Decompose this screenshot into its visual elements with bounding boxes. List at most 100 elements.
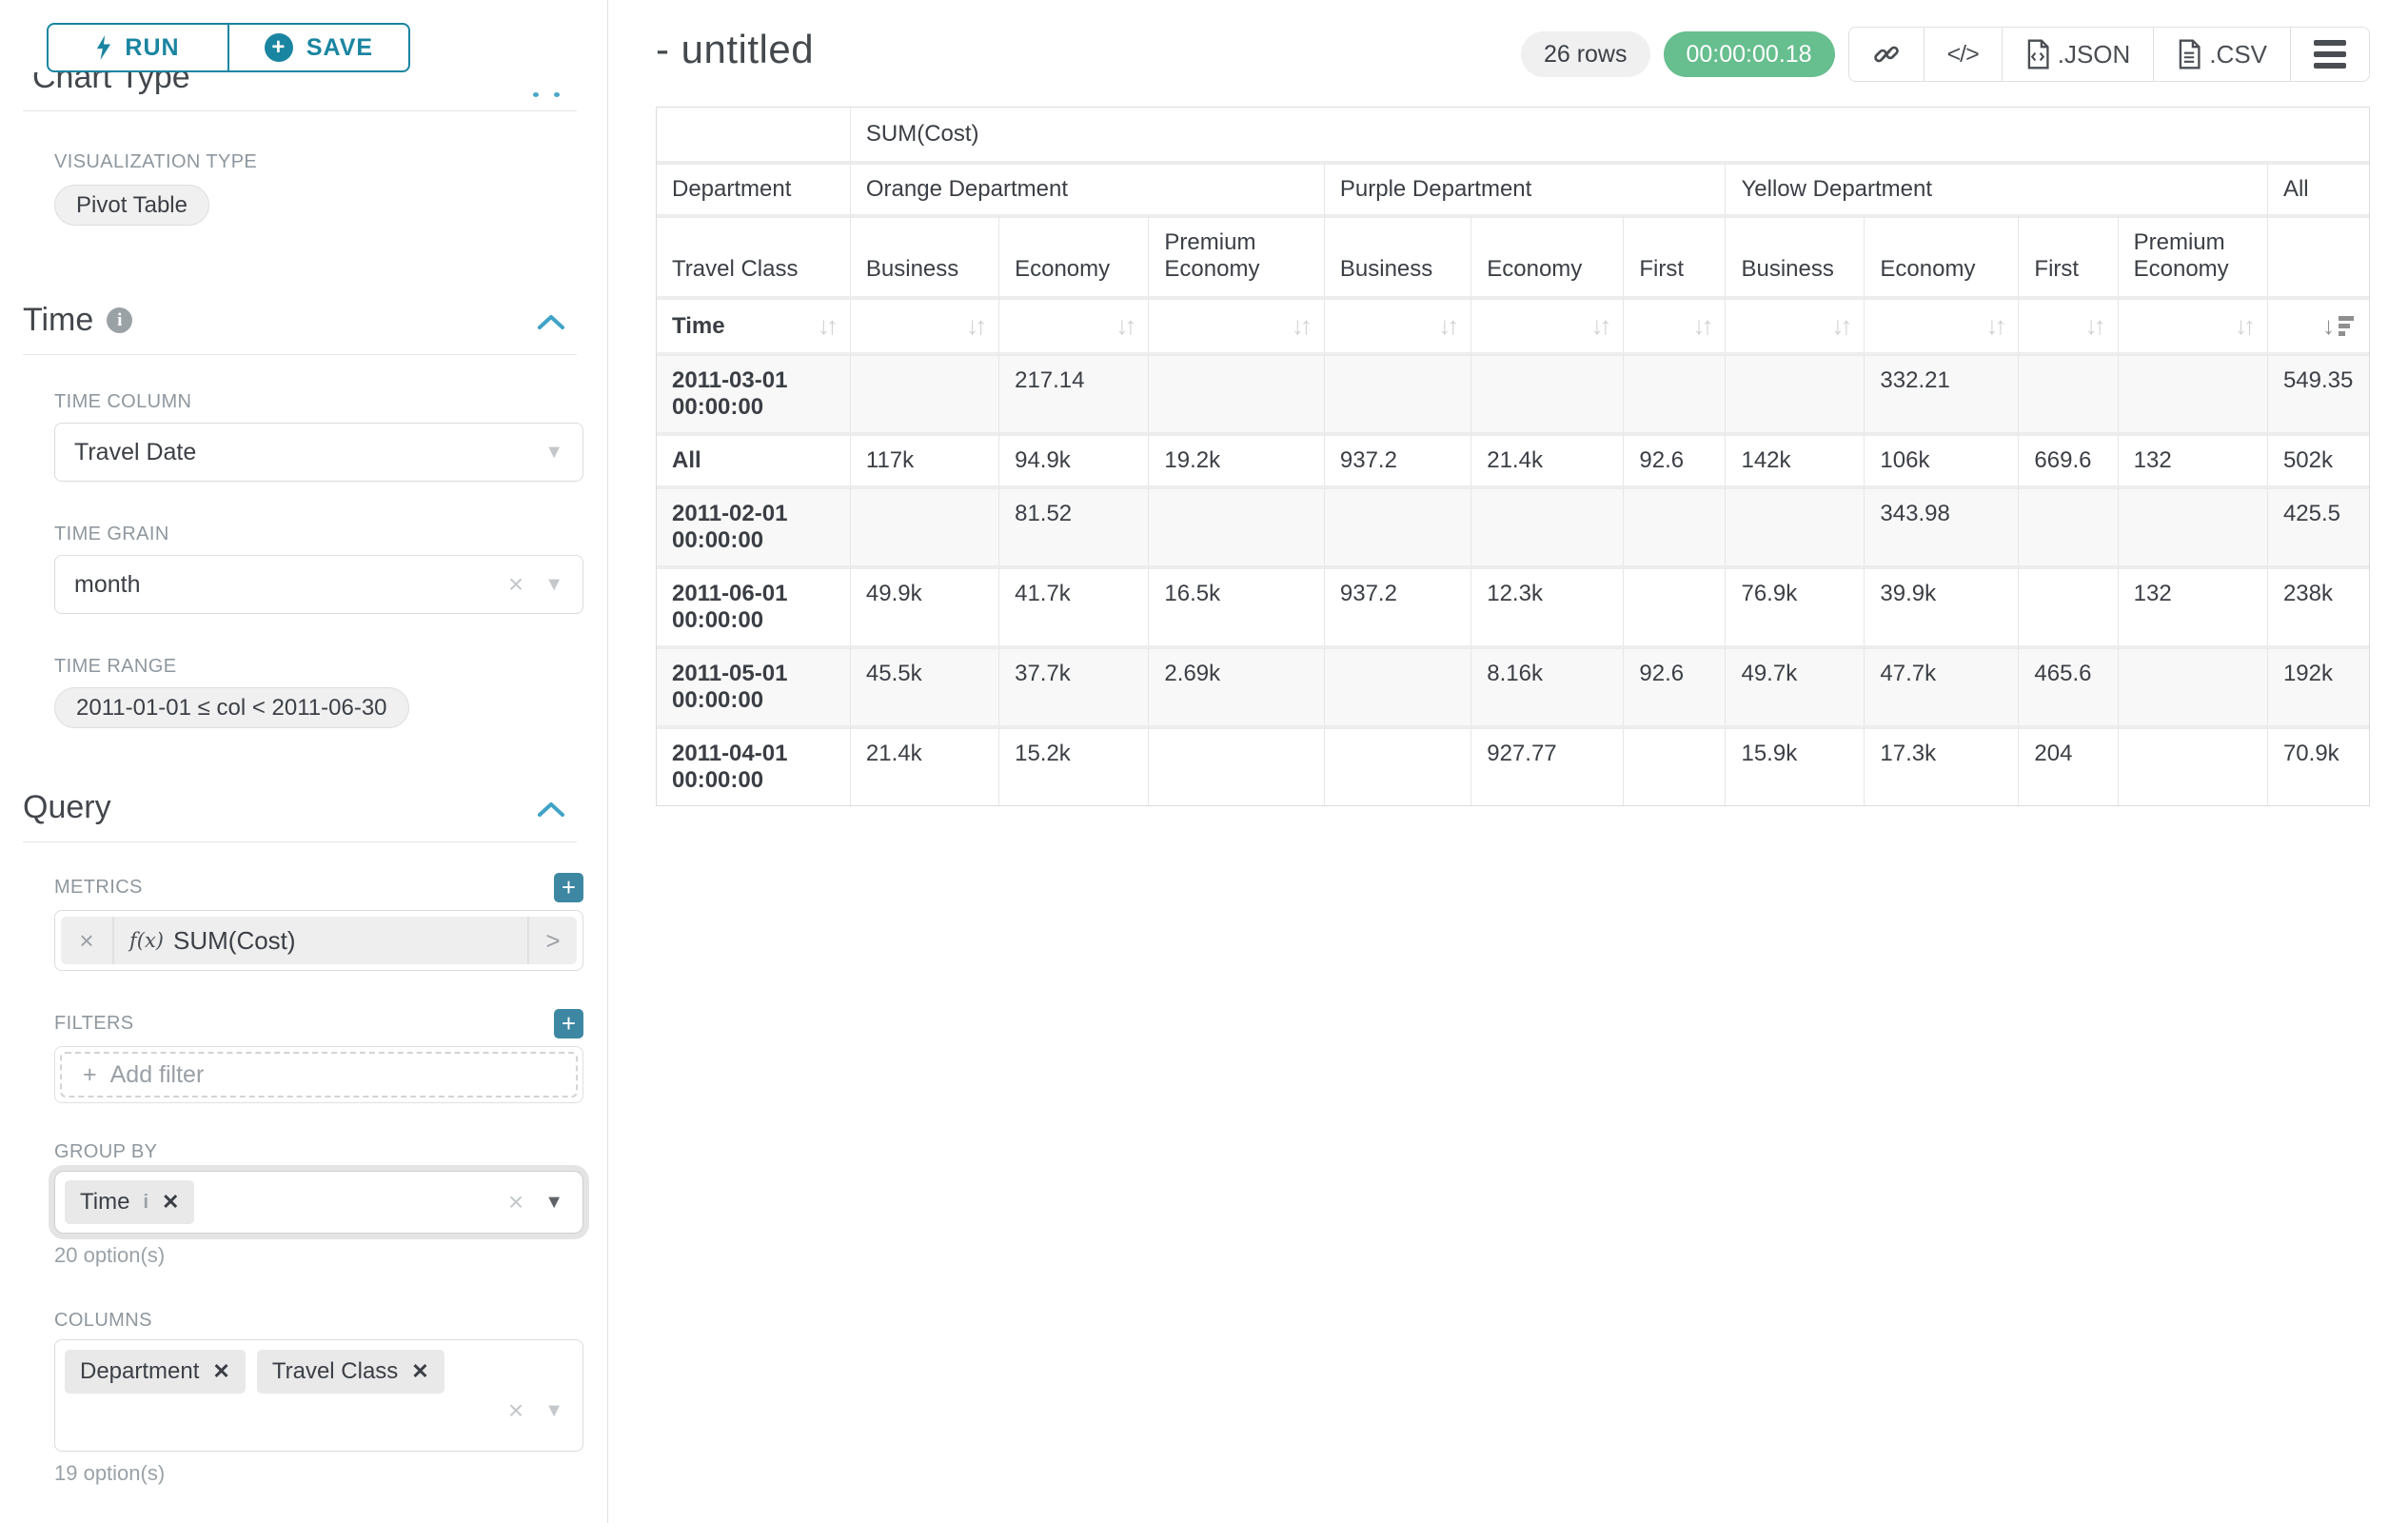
value-cell: 502k xyxy=(2267,432,2369,485)
columns-chip-travel-class[interactable]: Travel Class ✕ xyxy=(256,1350,444,1394)
value-cell xyxy=(1149,725,1325,805)
sort-icon[interactable]: ↓↑ xyxy=(2084,311,2106,340)
caret-down-icon: ▼ xyxy=(544,573,563,595)
query-section-header[interactable]: Query xyxy=(23,789,586,826)
row-label-cell: 2011-05-01 00:00:00 xyxy=(657,645,851,725)
time-column-label: TIME COLUMN xyxy=(54,391,192,412)
value-cell xyxy=(2019,485,2119,565)
value-cell: 204 xyxy=(2019,725,2119,805)
chart-type-section-header: Chart Type xyxy=(23,72,586,99)
sort-icon[interactable]: ↓↑ xyxy=(966,311,987,340)
viz-type-label: VISUALIZATION TYPE xyxy=(54,151,258,172)
pivot-table: SUM(Cost) Department Orange Department Purp… xyxy=(656,107,2370,806)
chevron-right-icon[interactable]: > xyxy=(527,917,577,964)
sort-icon[interactable]: ↓↑ xyxy=(1831,311,1852,340)
time-grain-select[interactable]: month × ▼ xyxy=(54,555,583,614)
export-csv-button[interactable]: .CSV xyxy=(2153,28,2290,81)
value-cell: 21.4k xyxy=(1471,432,1625,485)
value-cell: 425.5 xyxy=(2267,485,2369,565)
clear-icon[interactable]: × xyxy=(507,1187,524,1216)
add-metric-button[interactable]: + xyxy=(554,873,583,902)
link-icon xyxy=(1873,46,1899,63)
value-cell xyxy=(2118,485,2268,565)
save-button[interactable]: + SAVE xyxy=(227,25,408,70)
value-cell: 45.5k xyxy=(850,645,1000,725)
chip-label: Department xyxy=(80,1358,200,1384)
run-button[interactable]: RUN xyxy=(49,25,227,70)
group-by-chip-time[interactable]: Time i ✕ xyxy=(65,1180,195,1224)
time-section-title: Time xyxy=(23,302,94,338)
viz-type-chip[interactable]: Pivot Table xyxy=(54,185,209,226)
remove-chip-icon[interactable]: ✕ xyxy=(411,1359,429,1383)
columns-chip-department[interactable]: Department ✕ xyxy=(65,1350,246,1394)
value-cell xyxy=(850,352,1000,432)
time-range-value: 2011-01-01 ≤ col < 2011-06-30 xyxy=(76,694,387,721)
value-cell: 15.2k xyxy=(999,725,1150,805)
chart-title[interactable]: - untitled xyxy=(656,27,815,71)
travel-class-header: Business xyxy=(1324,214,1472,296)
info-icon: i xyxy=(107,307,133,333)
sort-icon[interactable]: ↓↑ xyxy=(1692,311,1713,340)
value-cell xyxy=(1149,485,1325,565)
group-by-select[interactable]: Time i ✕ × ▼ xyxy=(54,1171,583,1234)
time-column-value: Travel Date xyxy=(74,438,197,465)
travel-class-header: First xyxy=(2019,214,2119,296)
table-row: 2011-03-01 00:00:00 217.14 332.21 549.35 xyxy=(657,352,2369,432)
columns-select[interactable]: Department ✕ Travel Class ✕ × ▼ xyxy=(54,1339,583,1452)
group-by-option-count: 20 option(s) xyxy=(54,1243,166,1267)
time-grain-value: month xyxy=(74,570,141,598)
filters-label: FILTERS xyxy=(54,1013,134,1034)
add-filter-button[interactable]: + Add filter xyxy=(60,1052,578,1098)
department-axis-label: Department xyxy=(657,161,851,214)
time-range-chip[interactable]: 2011-01-01 ≤ col < 2011-06-30 xyxy=(54,687,409,728)
add-filter-plus-button[interactable]: + xyxy=(554,1009,583,1038)
caret-down-icon: ▼ xyxy=(544,1399,563,1421)
remove-chip-icon[interactable]: ✕ xyxy=(212,1359,230,1383)
group-by-label: GROUP BY xyxy=(54,1141,158,1162)
metric-chip[interactable]: × f(x) SUM(Cost) > xyxy=(61,917,577,964)
value-cell: 39.9k xyxy=(1865,565,2020,645)
value-cell: 76.9k xyxy=(1726,565,1865,645)
sort-descending-icon[interactable]: ↓ xyxy=(2322,311,2354,341)
time-range-label: TIME RANGE xyxy=(54,656,177,677)
time-column-select[interactable]: Travel Date ▼ xyxy=(54,423,583,482)
value-cell: 2.69k xyxy=(1149,645,1325,725)
view-query-button[interactable]: </> xyxy=(1923,28,2002,81)
metrics-container: × f(x) SUM(Cost) > xyxy=(54,910,583,971)
info-icon: i xyxy=(143,1191,149,1213)
value-cell: 927.77 xyxy=(1471,725,1625,805)
chevron-up-icon[interactable] xyxy=(537,302,565,339)
sort-icon[interactable]: ↓↑ xyxy=(1115,311,1136,340)
chevron-up-icon[interactable] xyxy=(537,789,565,826)
file-code-icon xyxy=(2027,39,2049,69)
sort-icon[interactable]: ↓↑ xyxy=(1291,311,1313,340)
column-sort-cell: ↓↑ xyxy=(1726,296,1865,352)
run-save-toolbar: RUN + SAVE xyxy=(23,0,586,72)
sort-icon[interactable]: ↓↑ xyxy=(817,311,839,340)
remove-chip-icon[interactable]: ✕ xyxy=(162,1190,180,1214)
travel-class-header: Business xyxy=(1726,214,1865,296)
column-sort-cell: ↓↑ xyxy=(1149,296,1325,352)
plus-icon: + xyxy=(83,1060,97,1088)
clear-icon[interactable]: × xyxy=(507,569,524,599)
function-icon: f(x) xyxy=(129,929,165,952)
control-panel-sidebar: RUN + SAVE Chart Type VISUALIZATION TYPE… xyxy=(0,0,608,1523)
add-filter-label: Add filter xyxy=(109,1060,205,1088)
export-json-button[interactable]: .JSON xyxy=(2001,28,2154,81)
value-cell: 238k xyxy=(2267,565,2369,645)
menu-button[interactable] xyxy=(2290,28,2369,81)
sort-icon[interactable]: ↓↑ xyxy=(1590,311,1611,340)
value-cell: 465.6 xyxy=(2019,645,2119,725)
sort-icon[interactable]: ↓↑ xyxy=(1438,311,1459,340)
remove-metric-icon[interactable]: × xyxy=(61,917,114,964)
time-section-header[interactable]: Time i xyxy=(23,302,586,339)
table-row: 2011-06-01 00:00:00 49.9k 41.7k 16.5k 937.2 1… xyxy=(657,565,2369,645)
value-cell: 117k xyxy=(850,432,1000,485)
sort-icon[interactable]: ↓↑ xyxy=(1985,311,2006,340)
value-cell: 92.6 xyxy=(1624,432,1727,485)
row-label-cell: All xyxy=(657,432,851,485)
clear-icon[interactable]: × xyxy=(507,1395,524,1425)
copy-link-button[interactable] xyxy=(1849,28,1924,81)
sort-icon[interactable]: ↓↑ xyxy=(2234,311,2256,340)
value-cell: 41.7k xyxy=(999,565,1150,645)
